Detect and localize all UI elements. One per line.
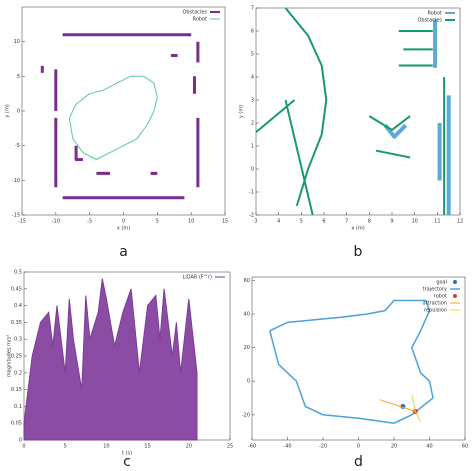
- x-axis-label: x (m): [351, 226, 364, 232]
- panel-label: a: [119, 244, 128, 260]
- y-tick-label: 0: [251, 167, 254, 173]
- x-tick-label: 40: [426, 444, 432, 450]
- legend-label: Robot: [427, 11, 442, 17]
- series-line: [383, 19, 451, 215]
- x-tick-label: 5: [300, 219, 303, 225]
- x-tick-label: 7: [345, 219, 348, 225]
- panel-label: b: [354, 244, 363, 260]
- y-tick-label: -5: [15, 143, 20, 149]
- x-tick-label: -10: [52, 219, 60, 225]
- x-tick-label: 0: [122, 219, 125, 225]
- legend-label: attraction: [423, 301, 447, 307]
- x-tick-label: 0: [22, 444, 25, 450]
- x-axis-label: t (s): [122, 451, 132, 457]
- y-tick-label: 0.1: [14, 404, 22, 410]
- y-tick-label: 6: [251, 29, 254, 35]
- x-tick-label: 3: [254, 219, 257, 225]
- x-tick-label: -60: [248, 444, 256, 450]
- y-tick-label: 3: [251, 98, 254, 104]
- x-tick-label: 15: [144, 444, 150, 450]
- x-tick-label: 20: [186, 444, 192, 450]
- y-tick-label: 2: [251, 121, 254, 127]
- x-tick-label: 10: [103, 444, 109, 450]
- legend-label: Obstacles: [182, 10, 207, 16]
- y-tick-label: -15: [12, 213, 20, 219]
- plot-frame: [255, 7, 461, 216]
- x-tick-label: 11: [434, 219, 440, 225]
- x-tick-label: -20: [319, 444, 327, 450]
- y-tick-label: 10: [14, 39, 20, 45]
- legend-label: trajectory: [423, 287, 447, 293]
- x-tick-label: 5: [64, 444, 67, 450]
- series-line: [255, 7, 446, 216]
- x-tick-label: -15: [18, 219, 26, 225]
- series-area: [23, 278, 198, 441]
- series-line: [68, 75, 158, 160]
- y-tick-label: 0: [19, 438, 22, 444]
- y-tick-label: 60: [244, 278, 250, 284]
- plot-frame: [21, 6, 226, 216]
- y-tick-label: -2: [249, 213, 254, 219]
- x-axis-label: x (m): [117, 226, 130, 232]
- y-axis-label: magnitudes m/s²: [7, 335, 13, 377]
- y-tick-label: 1: [251, 144, 254, 150]
- legend-label: repulsion: [424, 308, 447, 314]
- legend-label: LiDAR (F^r): [183, 275, 212, 281]
- series-line: [40, 33, 200, 200]
- y-tick-label: 0.25: [11, 354, 22, 360]
- y-tick-label: 0.2: [14, 370, 22, 376]
- x-tick-label: 6: [322, 219, 325, 225]
- panel-label: c: [123, 454, 131, 470]
- x-tick-label: 8: [368, 219, 371, 225]
- y-tick-label: 0.45: [11, 286, 22, 292]
- y-tick-label: 0.5: [14, 270, 22, 276]
- x-tick-label: 5: [156, 219, 159, 225]
- x-tick-label: 60: [462, 444, 468, 450]
- y-tick-label: 0.4: [14, 303, 22, 309]
- legend-label: goal: [436, 280, 447, 286]
- y-tick-label: 0: [17, 109, 20, 115]
- y-tick-label: 20: [244, 345, 250, 351]
- y-tick-label: 0.3: [14, 337, 22, 343]
- x-tick-label: 10: [411, 219, 417, 225]
- y-axis-label: y (m): [5, 104, 11, 117]
- y-tick-label: 0.15: [11, 387, 22, 393]
- y-tick-label: -20: [242, 412, 250, 418]
- panel-label: d: [354, 454, 363, 470]
- y-tick-label: 5: [17, 74, 20, 80]
- y-tick-label: -1: [249, 190, 254, 196]
- x-tick-label: 0: [357, 444, 360, 450]
- x-tick-label: -5: [87, 219, 92, 225]
- y-tick-label: 0: [247, 379, 250, 385]
- y-tick-label: -10: [12, 178, 20, 184]
- y-tick-label: 7: [251, 6, 254, 12]
- legend-label: Robot: [192, 17, 207, 23]
- x-tick-label: 25: [227, 444, 233, 450]
- x-tick-label: 4: [277, 219, 280, 225]
- x-tick-label: 9: [390, 219, 393, 225]
- legend-label: Obstacles: [417, 18, 442, 24]
- y-axis-label: y (m): [239, 105, 245, 118]
- y-tick-label: 0.05: [11, 421, 22, 427]
- y-tick-label: 0.35: [11, 320, 22, 326]
- legend-marker: [453, 280, 457, 284]
- legend-label: robot: [434, 294, 447, 300]
- series-line: [379, 399, 416, 412]
- x-tick-label: 15: [222, 219, 228, 225]
- x-tick-label: 12: [457, 219, 463, 225]
- series-line: [269, 299, 434, 424]
- legend-marker: [453, 294, 457, 298]
- x-tick-label: 20: [391, 444, 397, 450]
- y-tick-label: 5: [251, 52, 254, 58]
- y-tick-label: 40: [244, 311, 250, 317]
- y-tick-label: 4: [251, 75, 254, 81]
- x-tick-label: -40: [283, 444, 291, 450]
- series-line: [411, 394, 422, 422]
- x-tick-label: 10: [188, 219, 194, 225]
